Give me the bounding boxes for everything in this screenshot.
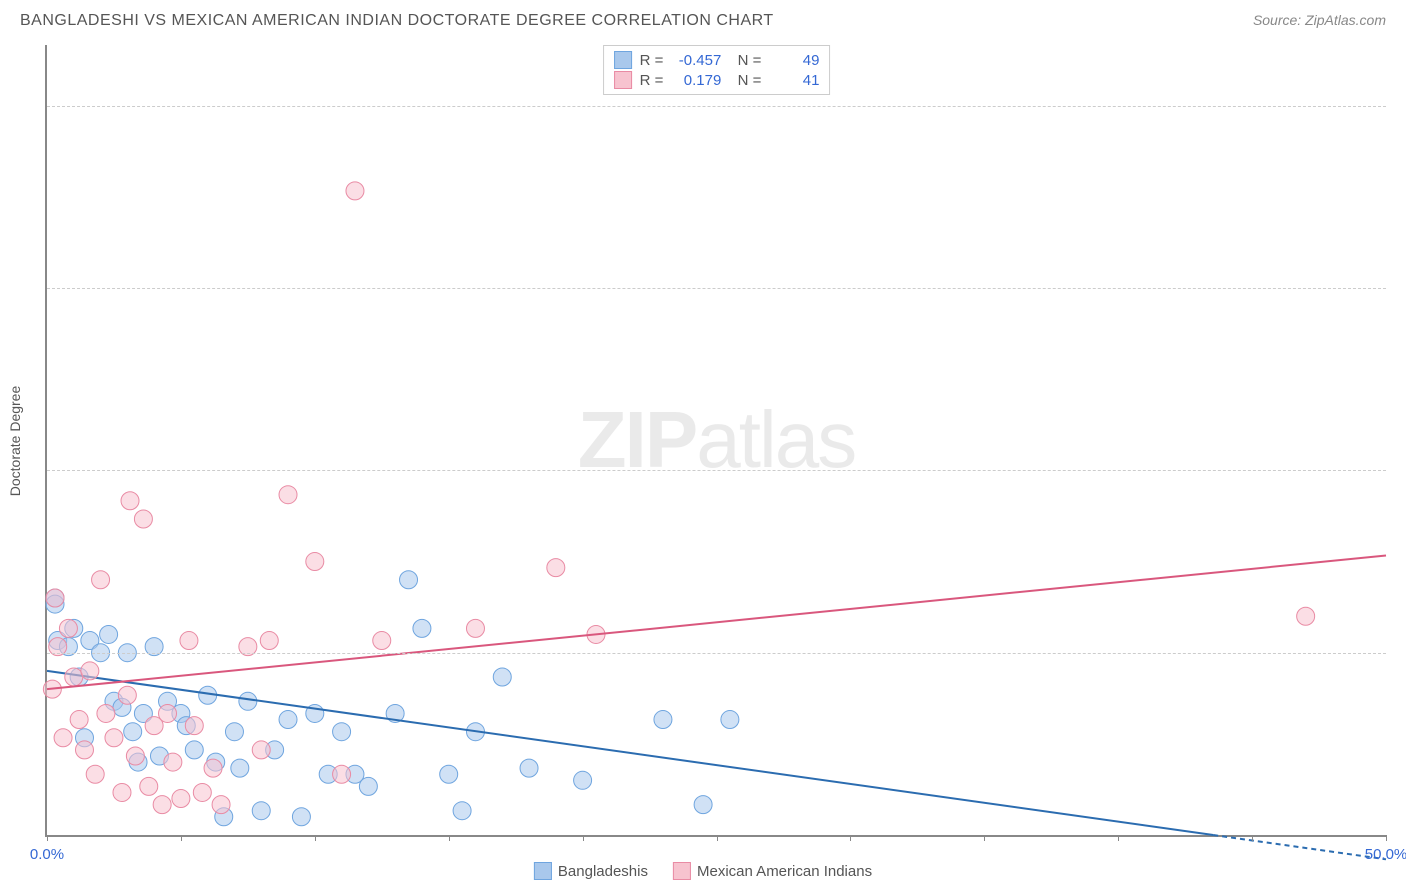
data-point <box>547 559 565 577</box>
chart-source: Source: ZipAtlas.com <box>1253 12 1386 28</box>
data-point <box>75 741 93 759</box>
data-point <box>440 765 458 783</box>
chart-title: BANGLADESHI VS MEXICAN AMERICAN INDIAN D… <box>20 12 774 30</box>
data-point <box>520 759 538 777</box>
data-point <box>180 632 198 650</box>
data-point <box>105 729 123 747</box>
data-point <box>86 765 104 783</box>
data-point <box>333 723 351 741</box>
data-point <box>185 741 203 759</box>
legend-label: Bangladeshis <box>558 863 648 880</box>
data-point <box>113 783 131 801</box>
data-point <box>100 625 118 643</box>
trend-line <box>47 555 1386 689</box>
data-point <box>225 723 243 741</box>
data-point <box>185 717 203 735</box>
data-point <box>279 486 297 504</box>
data-point <box>65 668 83 686</box>
y-axis-label: Doctorate Degree <box>7 386 23 497</box>
data-point <box>212 796 230 814</box>
swatch-icon <box>614 51 632 69</box>
swatch-icon <box>614 71 632 89</box>
data-point <box>346 182 364 200</box>
trend-line-dashed <box>1213 835 1386 859</box>
x-tick-label: 50.0% <box>1365 846 1406 863</box>
data-point <box>694 796 712 814</box>
data-point <box>153 796 171 814</box>
data-point <box>97 704 115 722</box>
data-point <box>118 686 136 704</box>
legend-item-0: Bangladeshis <box>534 862 648 880</box>
data-point <box>70 711 88 729</box>
data-point <box>333 765 351 783</box>
data-point <box>413 619 431 637</box>
data-point <box>292 808 310 826</box>
data-point <box>81 662 99 680</box>
y-tick-label: 1.5% <box>1396 644 1406 661</box>
data-point <box>359 777 377 795</box>
data-point <box>172 790 190 808</box>
data-point <box>193 783 211 801</box>
data-point <box>92 571 110 589</box>
swatch-icon <box>673 862 691 880</box>
data-point <box>466 619 484 637</box>
y-tick-label: 3.0% <box>1396 462 1406 479</box>
data-point <box>159 704 177 722</box>
scatter-svg <box>47 45 1386 835</box>
data-point <box>574 771 592 789</box>
bottom-legend: Bangladeshis Mexican American Indians <box>534 862 872 880</box>
stats-row-0: R = -0.457 N = 49 <box>614 50 820 70</box>
data-point <box>654 711 672 729</box>
data-point <box>252 741 270 759</box>
legend-label: Mexican American Indians <box>697 863 872 880</box>
data-point <box>134 510 152 528</box>
data-point <box>46 589 64 607</box>
chart-area: Doctorate Degree ZIPatlas R = -0.457 N =… <box>45 45 1386 837</box>
data-point <box>260 632 278 650</box>
data-point <box>373 632 391 650</box>
legend-item-1: Mexican American Indians <box>673 862 872 880</box>
data-point <box>1297 607 1315 625</box>
data-point <box>59 619 77 637</box>
data-point <box>231 759 249 777</box>
y-tick-label: 6.0% <box>1396 97 1406 114</box>
data-point <box>121 492 139 510</box>
data-point <box>204 759 222 777</box>
swatch-icon <box>534 862 552 880</box>
data-point <box>252 802 270 820</box>
data-point <box>54 729 72 747</box>
x-tick-label: 0.0% <box>30 846 64 863</box>
data-point <box>164 753 182 771</box>
chart-header: BANGLADESHI VS MEXICAN AMERICAN INDIAN D… <box>0 0 1406 38</box>
data-point <box>453 802 471 820</box>
plot-area: ZIPatlas R = -0.457 N = 49 R = 0.179 N =… <box>45 45 1386 837</box>
data-point <box>279 711 297 729</box>
data-point <box>239 692 257 710</box>
data-point <box>306 553 324 571</box>
data-point <box>126 747 144 765</box>
data-point <box>721 711 739 729</box>
data-point <box>400 571 418 589</box>
data-point <box>140 777 158 795</box>
data-point <box>493 668 511 686</box>
stats-legend: R = -0.457 N = 49 R = 0.179 N = 41 <box>603 45 831 95</box>
y-tick-label: 4.5% <box>1396 280 1406 297</box>
data-point <box>124 723 142 741</box>
stats-row-1: R = 0.179 N = 41 <box>614 70 820 90</box>
